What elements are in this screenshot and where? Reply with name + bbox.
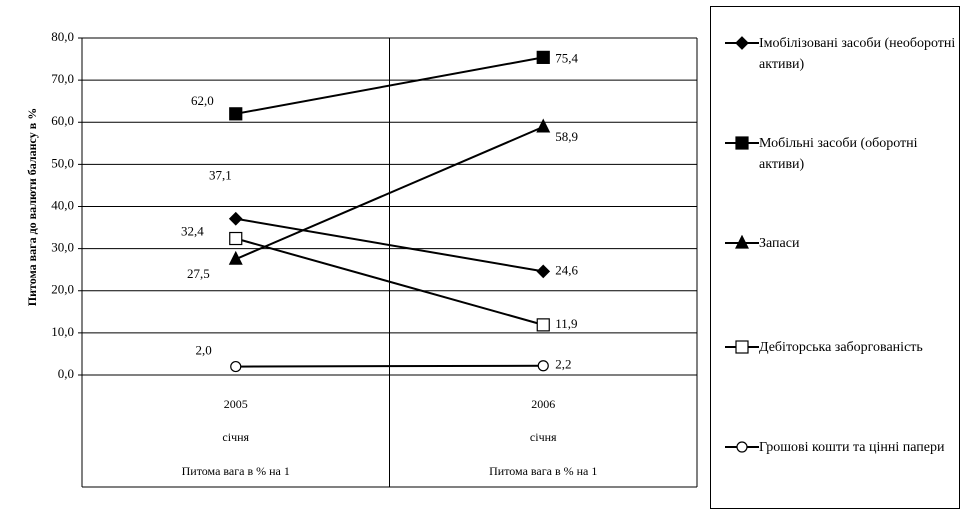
data-label: 24,6 (555, 262, 578, 277)
legend-label: Запаси (759, 236, 800, 251)
data-label: 11,9 (555, 316, 577, 331)
y-tick-label: 50,0 (51, 155, 74, 170)
legend-marker (735, 36, 749, 50)
point (536, 118, 551, 133)
data-label: 62,0 (191, 93, 214, 108)
legend-label: Імобілізовані засоби (необоротні активи) (759, 36, 956, 72)
point (536, 318, 550, 332)
data-label: 32,4 (181, 223, 204, 238)
legend-swatch (725, 136, 759, 150)
legend-entry: Грошові кошти та цінні папери (725, 437, 957, 458)
y-tick-label: 0,0 (58, 366, 74, 381)
series-line (235, 56, 544, 115)
y-tick-label: 10,0 (51, 324, 74, 339)
x-sublabel: Питома вага в % на 1 (489, 464, 597, 478)
series-line (235, 217, 544, 273)
point (229, 107, 243, 121)
legend-swatch (725, 441, 759, 453)
legend-entry: Мобільні засоби (оборотні активи) (725, 133, 957, 175)
data-label: 27,5 (187, 266, 210, 281)
point (536, 50, 550, 64)
point (536, 264, 551, 279)
point (228, 211, 243, 226)
series-line (235, 237, 544, 326)
x-tick-label: 2005 (224, 397, 248, 411)
x-tick-label: 2006 (531, 397, 555, 411)
x-sublabel: січня (222, 430, 249, 444)
series-line (235, 364, 544, 368)
legend: Імобілізовані засоби (необоротні активи)… (710, 6, 960, 509)
legend-entry: Запаси (725, 233, 957, 254)
x-sublabel: січня (530, 430, 557, 444)
y-tick-label: 80,0 (51, 29, 74, 44)
point (229, 231, 243, 246)
data-label: 37,1 (209, 168, 232, 183)
legend-marker (736, 441, 748, 453)
y-tick-label: 60,0 (51, 113, 74, 128)
data-label: 2,2 (555, 357, 571, 372)
legend-entry: Дебіторська заборгованість (725, 337, 957, 358)
x-sublabel: Питома вага в % на 1 (182, 464, 290, 478)
legend-marker (735, 340, 749, 354)
y-tick-label: 40,0 (51, 197, 74, 212)
series-line (235, 125, 544, 261)
legend-swatch (725, 235, 759, 249)
legend-label: Мобільні засоби (оборотні активи) (759, 136, 918, 172)
legend-marker (735, 235, 749, 249)
y-tick-label: 20,0 (51, 282, 74, 297)
y-tick-label: 70,0 (51, 71, 74, 86)
data-label: 2,0 (196, 343, 212, 358)
legend-label: Дебіторська заборгованість (759, 340, 923, 355)
y-axis-label: Питома вага до валюти балансу в % (25, 108, 39, 306)
data-label: 58,9 (555, 129, 578, 144)
y-tick-label: 30,0 (51, 240, 74, 255)
legend-entry: Імобілізовані засоби (необоротні активи) (725, 33, 957, 75)
legend-marker (735, 136, 749, 150)
point (230, 360, 242, 373)
chart: Питома вага до валюти балансу в % 0,0 10,… (25, 29, 698, 488)
point (228, 250, 243, 265)
legend-label: Грошові кошти та цінні папери (759, 440, 945, 455)
data-label: 75,4 (555, 50, 578, 65)
legend-swatch (725, 340, 759, 354)
legend-swatch (725, 36, 759, 50)
point (537, 360, 549, 372)
